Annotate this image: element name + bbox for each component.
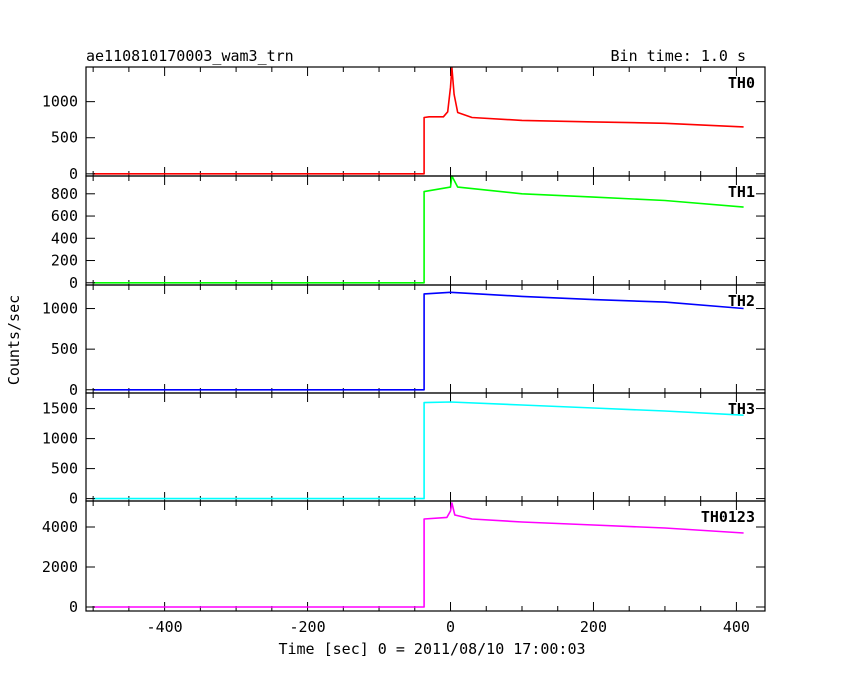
panel-th3: 0 500 1000 1500 TH3 bbox=[42, 392, 766, 508]
panels: 0 500 1000 TH0 0 200 400 600 800 TH1 0 500 1000 TH2 0 5… bbox=[42, 66, 766, 636]
panel-frame bbox=[85, 175, 766, 286]
x-tick-label: -400 bbox=[147, 618, 183, 636]
series-line-th0 bbox=[93, 66, 744, 175]
panel-frame bbox=[85, 392, 766, 502]
y-tick-label: 500 bbox=[51, 129, 78, 147]
x-tick-label: -200 bbox=[290, 618, 326, 636]
panel-th0: 0 500 1000 TH0 bbox=[42, 66, 766, 183]
panel-frame bbox=[85, 66, 766, 177]
y-axis-label: Counts/sec bbox=[5, 295, 23, 385]
panel-label: TH0 bbox=[728, 74, 755, 92]
y-tick-label: 1500 bbox=[42, 400, 78, 418]
chart-title: ae110810170003_wam3_trn bbox=[86, 47, 294, 65]
y-tick-label: 0 bbox=[69, 381, 78, 399]
y-tick-label: 500 bbox=[51, 460, 78, 478]
y-tick-label: 500 bbox=[51, 340, 78, 358]
y-tick-label: 4000 bbox=[42, 518, 78, 536]
panel-th1: 0 200 400 600 800 TH1 bbox=[51, 175, 766, 292]
y-tick-label: 1000 bbox=[42, 430, 78, 448]
y-tick-label: 0 bbox=[69, 598, 78, 616]
y-tick-label: 400 bbox=[51, 229, 78, 247]
series-line-th3 bbox=[93, 401, 744, 500]
x-tick-label: 0 bbox=[446, 618, 455, 636]
y-tick-label: 0 bbox=[69, 490, 78, 508]
y-tick-label: 1000 bbox=[42, 93, 78, 111]
panel-frame bbox=[85, 500, 766, 612]
series-line-th0123 bbox=[93, 502, 744, 608]
y-tick-label: 2000 bbox=[42, 558, 78, 576]
y-tick-label: 600 bbox=[51, 207, 78, 225]
panel-label: TH1 bbox=[728, 183, 755, 201]
panel-label: TH3 bbox=[728, 400, 755, 418]
y-tick-label: 0 bbox=[69, 165, 78, 183]
y-tick-label: 800 bbox=[51, 185, 78, 203]
x-tick-label: 400 bbox=[723, 618, 750, 636]
panel-th0123: 0 2000 4000 TH0123 bbox=[42, 500, 766, 616]
panel-frame bbox=[85, 284, 766, 394]
x-axis-label: Time [sec] 0 = 2011/08/10 17:00:03 bbox=[278, 640, 585, 658]
series-line-th1 bbox=[93, 175, 744, 284]
x-tick-label: 200 bbox=[580, 618, 607, 636]
panel-label: TH0123 bbox=[701, 508, 755, 526]
panel-label: TH2 bbox=[728, 292, 755, 310]
series-line-th2 bbox=[93, 291, 744, 391]
y-tick-label: 1000 bbox=[42, 300, 78, 318]
panel-th2: 0 500 1000 TH2 bbox=[42, 284, 766, 399]
bin-time-label: Bin time: 1.0 s bbox=[611, 47, 746, 65]
y-tick-label: 0 bbox=[69, 274, 78, 292]
y-tick-label: 200 bbox=[51, 252, 78, 270]
